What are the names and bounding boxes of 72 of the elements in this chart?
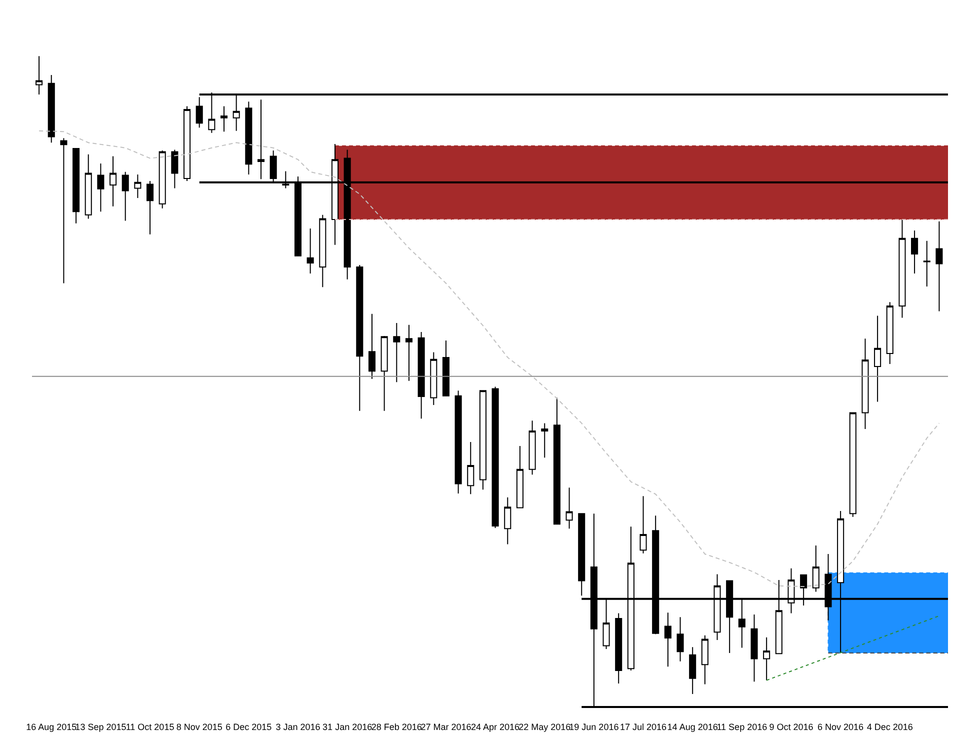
candlestick (158, 150, 166, 209)
x-tick-label: 14 Aug 2016 (667, 722, 718, 732)
x-tick-label: 16 Aug 2015 (26, 722, 77, 732)
x-tick-label: 13 Sep 2015 (75, 722, 126, 732)
candlestick (479, 390, 486, 490)
candlestick (676, 616, 684, 662)
candlestick (516, 445, 524, 508)
x-tick-label: 6 Dec 2015 (226, 722, 272, 732)
candlestick (615, 612, 622, 684)
candlestick (257, 99, 265, 180)
x-tick-label: 6 Nov 2016 (818, 722, 864, 732)
candlestick (454, 390, 462, 494)
x-tick-label: 22 May 2016 (518, 722, 571, 732)
candlestick (911, 230, 918, 274)
candlestick (492, 386, 499, 528)
x-tick-label: 11 Sep 2016 (716, 722, 768, 732)
candlestick (405, 324, 412, 382)
candlestick (504, 496, 512, 545)
candlestick (84, 154, 92, 220)
candlestick (368, 313, 376, 380)
x-tick-label: 8 Nov 2015 (176, 722, 222, 732)
candlestick (418, 332, 425, 420)
candlestick (541, 422, 548, 458)
candlestick (874, 315, 882, 402)
candlestick (245, 101, 252, 176)
candlestick (849, 412, 856, 518)
candlestick (72, 148, 80, 224)
x-tick-label: 17 Jul 2016 (620, 722, 667, 732)
candlestick (812, 545, 820, 592)
candlestick (763, 636, 770, 681)
candlestick (220, 106, 228, 132)
candlestick (97, 162, 104, 212)
candlestick (689, 646, 696, 694)
candlestick (393, 322, 400, 383)
candlestick (886, 302, 894, 364)
candlestick (664, 612, 672, 668)
candlestick (171, 149, 178, 189)
x-tick-label: 4 Dec 2016 (866, 722, 913, 732)
candlestick (923, 240, 930, 287)
candlestick (306, 228, 314, 274)
candlestick (701, 634, 708, 685)
candlestick (60, 138, 68, 284)
candlestick (319, 214, 326, 288)
x-tick-label: 3 Jan 2016 (276, 722, 320, 732)
candlestick (936, 220, 943, 312)
candlestick (122, 171, 129, 222)
x-tick-label: 24 Apr 2016 (471, 722, 520, 732)
candlestick (134, 174, 142, 198)
candlestick (898, 218, 906, 318)
candlestick (442, 340, 450, 396)
candlestick (528, 420, 536, 476)
x-tick-label: 27 Mar 2016 (420, 722, 472, 732)
x-tick-label: 19 Jun 2016 (569, 722, 619, 732)
candlestick (146, 180, 154, 235)
x-tick-label: 28 Feb 2016 (371, 722, 422, 732)
candlestick (36, 56, 43, 95)
candlestick (553, 397, 560, 525)
candlestick (578, 513, 586, 596)
candlestick (640, 496, 647, 554)
candlestick (862, 338, 869, 430)
candlestick (430, 352, 438, 406)
candlestick (110, 156, 117, 207)
x-tick-label: 9 Oct 2016 (769, 722, 814, 732)
candlestick (380, 335, 388, 412)
candlestick (566, 487, 573, 530)
x-tick-label: 11 Oct 2015 (126, 722, 174, 732)
x-tick-label: 31 Jan 2016 (322, 722, 372, 732)
candlestick (48, 74, 55, 144)
candlestick (467, 442, 474, 495)
candlestick (356, 264, 364, 412)
candlestick (750, 614, 758, 682)
candlestick (183, 106, 191, 182)
